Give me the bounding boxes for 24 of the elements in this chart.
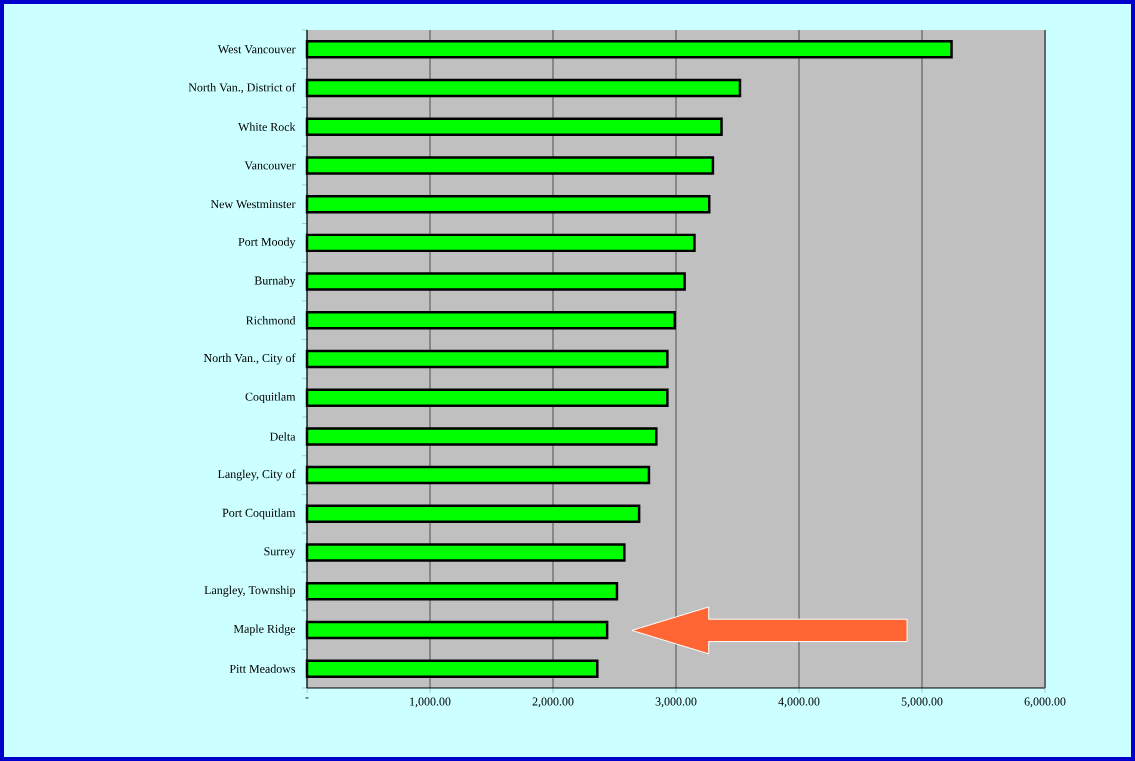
y-tick-label: Langley, Township	[204, 585, 296, 597]
y-tick-label: White Rock	[238, 122, 296, 131]
y-tick-label: Coquitlam	[245, 392, 296, 404]
x-tick-label: 3,000.00	[655, 697, 697, 708]
x-tick-label: 2,000.00	[532, 697, 574, 708]
x-tick-label: 6,000.00	[1024, 697, 1066, 708]
x-tick-label: -	[305, 697, 309, 699]
y-tick-label: Vancouver	[244, 161, 296, 170]
x-tick-label: 1,000.00	[410, 697, 451, 708]
x-tick-label: 4,000.00	[778, 697, 820, 708]
y-tick-label: Richmond	[246, 316, 296, 325]
y-tick-label: Port Moody	[238, 237, 296, 249]
y-tick-label: Surrey	[264, 547, 296, 558]
y-tick-label: West Vancouver	[217, 45, 296, 54]
x-tick-label: 5,000.00	[901, 697, 943, 708]
y-tick-label: North Van., District of	[188, 82, 296, 94]
y-tick-label: North Van., City of	[203, 353, 296, 365]
y-tick-label: Port Coquitlam	[222, 508, 296, 520]
y-tick-label: Delta	[269, 432, 296, 441]
y-tick-label: Burnaby	[254, 276, 296, 288]
y-tick-label: Maple Ridge	[233, 624, 296, 636]
y-tick-label: Pitt Meadows	[229, 664, 296, 673]
y-tick-label: New Westminster	[210, 200, 296, 209]
y-tick-label: Langley, City of	[217, 469, 296, 481]
